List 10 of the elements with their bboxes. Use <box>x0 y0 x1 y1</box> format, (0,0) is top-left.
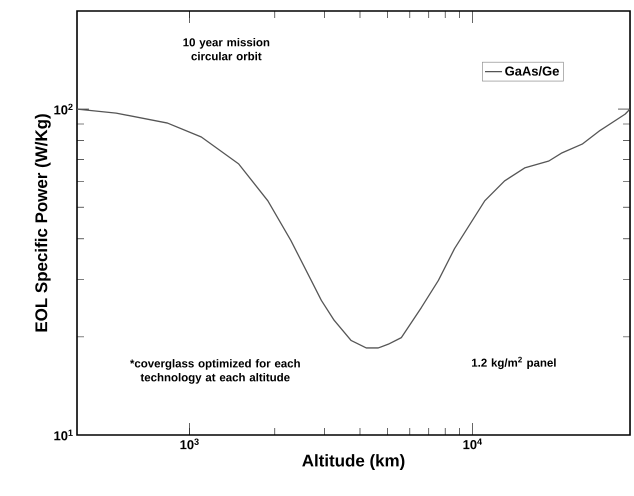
annotation: 1.2 kg/m$^{2}$ panel <box>472 356 556 370</box>
x-tick-label: 10$^{3}$ <box>180 438 199 450</box>
x-tick-label: 10$^{4}$ <box>463 438 482 450</box>
legend-label: GaAs/Ge <box>505 66 559 76</box>
y-tick-label: 10$^{1}$ <box>54 430 73 440</box>
y-axis-title: EOL Specific Power (W/Kg) <box>34 114 51 332</box>
annotation: 10 year mission circular orbit <box>183 38 270 60</box>
x-axis-title: Altitude (km) <box>302 454 404 470</box>
y-tick-label: 10$^{2}$ <box>54 104 73 114</box>
annotation: *coverglass optimized for each technology at each altitude <box>130 359 300 384</box>
